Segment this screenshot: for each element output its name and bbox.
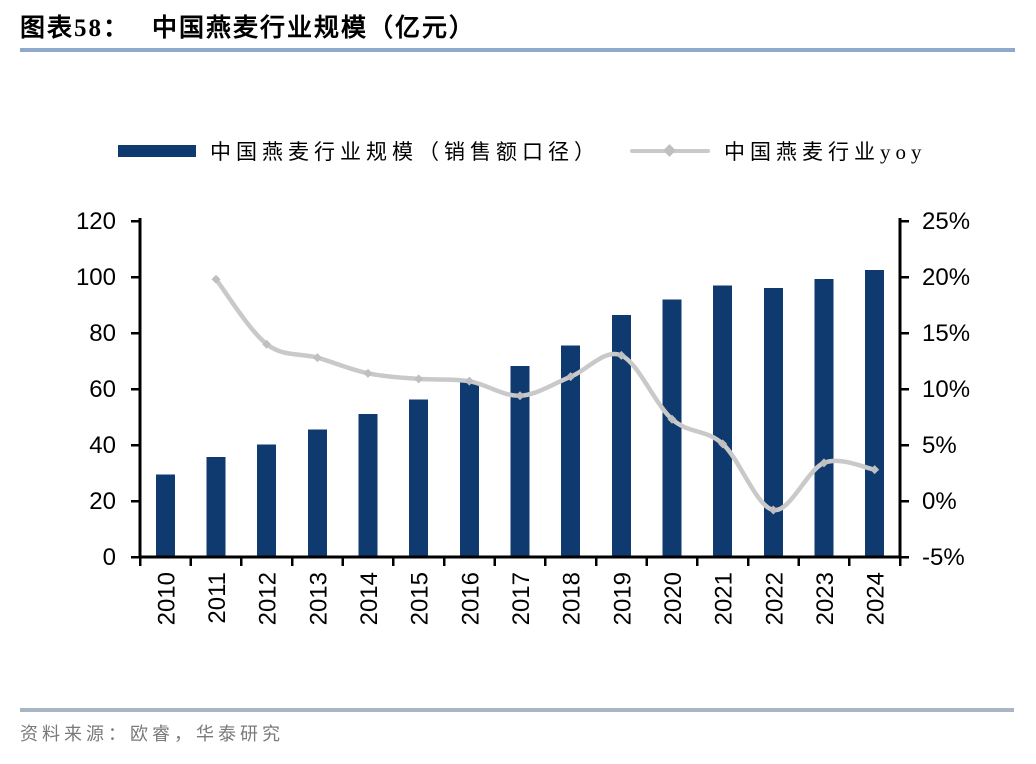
left-axis-tick-label-0: 0 (103, 544, 116, 571)
footer-divider-rule (20, 708, 1014, 712)
yoy-marker-2011 (211, 274, 221, 284)
left-axis-tick-label-40: 40 (89, 432, 116, 459)
legend-item-line-series: 中国燕麦行业yoy (630, 136, 927, 166)
bar-series-label: 中国燕麦行业规模（销售额口径） (210, 140, 600, 164)
bar-2019 (611, 315, 631, 557)
line-series-swatch-icon (630, 144, 710, 158)
yoy-marker-2013 (312, 353, 322, 363)
title-divider-rule (20, 48, 1015, 52)
x-tick-label-2012: 2012 (255, 572, 282, 625)
yoy-marker-2017 (515, 391, 525, 401)
right-axis-tick-label-0%: 0% (922, 488, 957, 515)
figure-title: 图表58： 中国燕麦行业规模（亿元） (20, 8, 476, 44)
figure-number-label: 图表58： (20, 15, 131, 42)
bar-2023 (814, 279, 834, 557)
yoy-marker-2021 (718, 439, 728, 449)
x-tick-label-2014: 2014 (356, 572, 383, 625)
left-axis-tick-label-20: 20 (89, 488, 116, 515)
bar-2015 (409, 399, 429, 557)
line-series-label: 中国燕麦行业yoy (724, 140, 927, 164)
x-tick-label-2015: 2015 (407, 572, 434, 625)
yoy-marker-2022 (768, 505, 778, 515)
figure-title-text: 中国燕麦行业规模（亿元） (152, 15, 477, 42)
x-tick-label-2018: 2018 (559, 572, 586, 625)
bar-2010 (155, 474, 175, 557)
source-attribution: 资料来源：欧睿，华泰研究 (20, 724, 284, 744)
right-axis-tick-label--5%: -5% (922, 544, 965, 571)
legend-item-bar-series: 中国燕麦行业规模（销售额口径） (118, 136, 600, 166)
bar-2014 (358, 414, 378, 557)
yoy-marker-2015 (414, 374, 424, 384)
left-axis-tick-label-60: 60 (89, 376, 116, 403)
yoy-marker-2019 (616, 350, 626, 360)
yoy-marker-2023 (819, 458, 829, 468)
left-axis-tick-label-100: 100 (76, 264, 116, 291)
right-axis-tick-label-20%: 20% (922, 264, 970, 291)
x-tick-label-2020: 2020 (660, 572, 687, 625)
bar-2011 (206, 456, 226, 557)
x-tick-label-2019: 2019 (609, 572, 636, 625)
x-tick-label-2017: 2017 (508, 572, 535, 625)
right-axis-tick-label-25%: 25% (922, 208, 970, 235)
right-axis-tick-label-15%: 15% (922, 320, 970, 347)
yoy-marker-2012 (262, 339, 272, 349)
yoy-marker-2020 (667, 414, 677, 424)
bar-2020 (662, 299, 682, 557)
right-axis-tick-label-10%: 10% (922, 376, 970, 403)
x-tick-label-2011: 2011 (204, 572, 231, 624)
chart-legend: 中国燕麦行业规模（销售额口径） 中国燕麦行业yoy (118, 136, 927, 166)
x-tick-label-2010: 2010 (153, 572, 180, 625)
yoy-marker-2024 (870, 465, 880, 475)
bar-2022 (763, 287, 783, 557)
bar-2013 (307, 429, 327, 557)
yoy-marker-2016 (464, 376, 474, 386)
bar-series-swatch-icon (118, 145, 196, 157)
x-tick-label-2021: 2021 (711, 572, 738, 625)
bar-2024 (865, 270, 885, 557)
x-tick-label-2022: 2022 (761, 572, 788, 625)
bar-2012 (257, 444, 277, 557)
bar-2016 (459, 382, 479, 557)
yoy-marker-2014 (363, 368, 373, 378)
x-tick-label-2013: 2013 (305, 572, 332, 625)
x-tick-label-2016: 2016 (457, 572, 484, 625)
bar-2018 (561, 345, 581, 557)
left-axis-tick-label-80: 80 (89, 320, 116, 347)
bar-2017 (510, 366, 530, 557)
yoy-marker-2018 (566, 372, 576, 382)
x-tick-label-2023: 2023 (812, 572, 839, 625)
x-tick-label-2024: 2024 (863, 572, 890, 625)
left-axis-tick-label-120: 120 (76, 208, 116, 235)
right-axis-tick-label-5%: 5% (922, 432, 957, 459)
bar-2021 (713, 285, 733, 557)
